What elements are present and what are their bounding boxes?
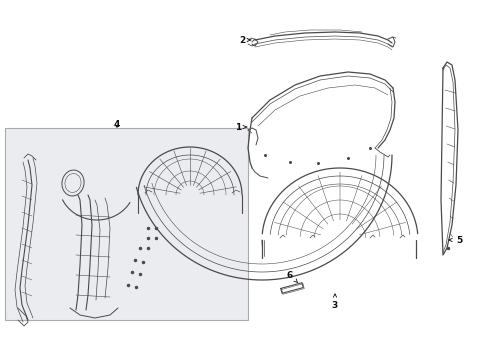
Text: 1: 1 bbox=[235, 122, 247, 131]
FancyBboxPatch shape bbox=[5, 128, 248, 320]
Text: 5: 5 bbox=[449, 235, 462, 244]
Text: 2: 2 bbox=[239, 36, 251, 45]
Text: 3: 3 bbox=[332, 294, 338, 310]
Text: 6: 6 bbox=[287, 270, 298, 283]
Text: 4: 4 bbox=[114, 120, 120, 129]
